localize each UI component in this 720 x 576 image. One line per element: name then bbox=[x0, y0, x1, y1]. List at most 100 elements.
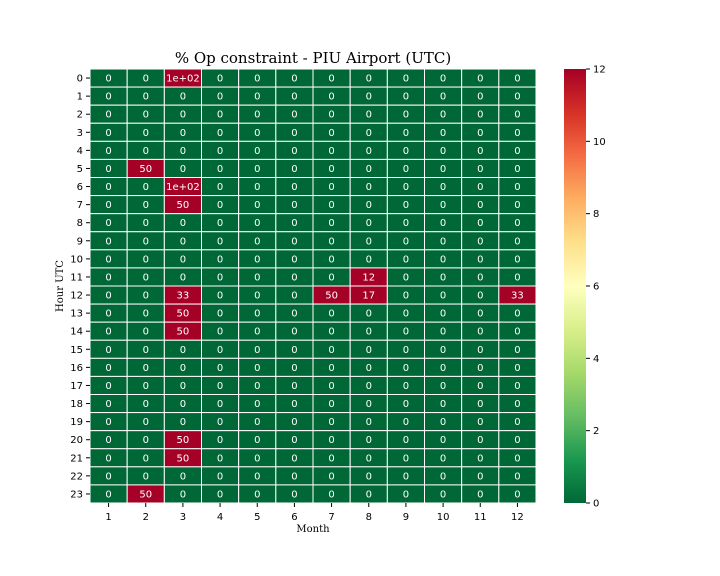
cell-label: 0 bbox=[217, 417, 223, 428]
cell-label: 0 bbox=[180, 92, 186, 103]
y-tick-label: 17 bbox=[70, 381, 83, 392]
cell-label: 0 bbox=[217, 489, 223, 500]
cell-label: 0 bbox=[291, 74, 297, 85]
cell-label: 0 bbox=[514, 363, 520, 374]
cell-label: 0 bbox=[105, 146, 111, 157]
cell-label: 0 bbox=[291, 291, 297, 302]
cell-label: 0 bbox=[180, 254, 186, 265]
cell-label: 0 bbox=[180, 146, 186, 157]
cell-label: 0 bbox=[291, 435, 297, 446]
cell-label: 0 bbox=[328, 164, 334, 175]
cell-label: 0 bbox=[143, 291, 149, 302]
cell-label: 0 bbox=[514, 489, 520, 500]
cell-label: 0 bbox=[440, 291, 446, 302]
cell-label: 0 bbox=[254, 146, 260, 157]
cell-label: 0 bbox=[105, 164, 111, 175]
cell-label: 0 bbox=[514, 74, 520, 85]
cell-label: 0 bbox=[403, 471, 409, 482]
cell-label: 0 bbox=[143, 435, 149, 446]
cell-label: 0 bbox=[254, 128, 260, 139]
cell-label: 0 bbox=[143, 146, 149, 157]
cell-label: 0 bbox=[328, 236, 334, 247]
cell-label: 0 bbox=[403, 453, 409, 464]
x-tick-label: 12 bbox=[511, 512, 524, 523]
cell-label: 0 bbox=[143, 272, 149, 283]
cell-label: 0 bbox=[254, 489, 260, 500]
cell-label: 0 bbox=[328, 453, 334, 464]
cell-label: 0 bbox=[403, 381, 409, 392]
cell-label: 0 bbox=[403, 110, 409, 121]
cell-label: 0 bbox=[105, 182, 111, 193]
cell-label: 0 bbox=[477, 146, 483, 157]
cell-label: 0 bbox=[328, 128, 334, 139]
cell-label: 0 bbox=[254, 182, 260, 193]
y-tick-label: 0 bbox=[77, 74, 83, 85]
cell-label: 0 bbox=[291, 309, 297, 320]
cell-label: 0 bbox=[105, 381, 111, 392]
cell-label: 0 bbox=[440, 200, 446, 211]
cell-label: 0 bbox=[143, 254, 149, 265]
cell-label: 0 bbox=[328, 363, 334, 374]
cell-label: 0 bbox=[514, 182, 520, 193]
x-tick-label: 5 bbox=[254, 512, 260, 523]
cell-label: 0 bbox=[180, 345, 186, 356]
cell-label: 0 bbox=[254, 110, 260, 121]
cell-label: 0 bbox=[440, 489, 446, 500]
cell-label: 0 bbox=[514, 327, 520, 338]
cell-label: 0 bbox=[477, 74, 483, 85]
cell-label: 0 bbox=[328, 92, 334, 103]
cell-label: 50 bbox=[177, 453, 190, 464]
cell-label: 0 bbox=[440, 363, 446, 374]
cell-label: 0 bbox=[143, 128, 149, 139]
cell-label: 0 bbox=[217, 128, 223, 139]
cell-label: 0 bbox=[180, 110, 186, 121]
cell-label: 0 bbox=[514, 218, 520, 229]
cell-label: 0 bbox=[143, 200, 149, 211]
x-axis-label: Month bbox=[296, 524, 330, 535]
cell-label: 0 bbox=[514, 92, 520, 103]
cell-label: 0 bbox=[180, 417, 186, 428]
cell-label: 50 bbox=[177, 327, 190, 338]
cell-label: 0 bbox=[254, 218, 260, 229]
cell-label: 0 bbox=[514, 471, 520, 482]
cell-label: 0 bbox=[328, 146, 334, 157]
cell-label: 0 bbox=[440, 309, 446, 320]
cell-label: 0 bbox=[291, 182, 297, 193]
cell-label: 0 bbox=[403, 417, 409, 428]
cell-label: 0 bbox=[403, 489, 409, 500]
cell-label: 0 bbox=[105, 345, 111, 356]
cell-label: 0 bbox=[514, 453, 520, 464]
cell-label: 0 bbox=[403, 200, 409, 211]
y-tick-label: 1 bbox=[77, 92, 83, 103]
cell-label: 0 bbox=[254, 92, 260, 103]
cell-label: 0 bbox=[403, 291, 409, 302]
cell-label: 0 bbox=[105, 254, 111, 265]
cell-label: 0 bbox=[217, 218, 223, 229]
x-tick-label: 6 bbox=[291, 512, 297, 523]
cell-label: 0 bbox=[440, 74, 446, 85]
cell-label: 0 bbox=[254, 453, 260, 464]
y-tick-label: 6 bbox=[77, 182, 83, 193]
cell-label: 0 bbox=[180, 236, 186, 247]
cell-label: 0 bbox=[254, 345, 260, 356]
cell-label: 0 bbox=[403, 164, 409, 175]
cell-label: 0 bbox=[366, 236, 372, 247]
cell-label: 0 bbox=[143, 453, 149, 464]
colorbar: 0 2 4 6 8 10 12 bbox=[564, 65, 606, 510]
cell-label: 0 bbox=[105, 291, 111, 302]
cell-label: 0 bbox=[217, 345, 223, 356]
cell-label: 0 bbox=[105, 272, 111, 283]
y-tick-label: 3 bbox=[77, 128, 83, 139]
cell-label: 0 bbox=[403, 92, 409, 103]
cell-label: 0 bbox=[514, 146, 520, 157]
y-tick-label: 8 bbox=[77, 218, 83, 229]
colorbar-tick-label: 4 bbox=[593, 354, 599, 365]
cell-label: 0 bbox=[291, 327, 297, 338]
cell-label: 0 bbox=[366, 435, 372, 446]
y-tick-label: 23 bbox=[70, 489, 83, 500]
cell-label: 0 bbox=[105, 200, 111, 211]
cell-label: 0 bbox=[403, 146, 409, 157]
cell-label: 0 bbox=[143, 218, 149, 229]
y-tick-label: 7 bbox=[77, 200, 83, 211]
cell-label: 0 bbox=[254, 272, 260, 283]
